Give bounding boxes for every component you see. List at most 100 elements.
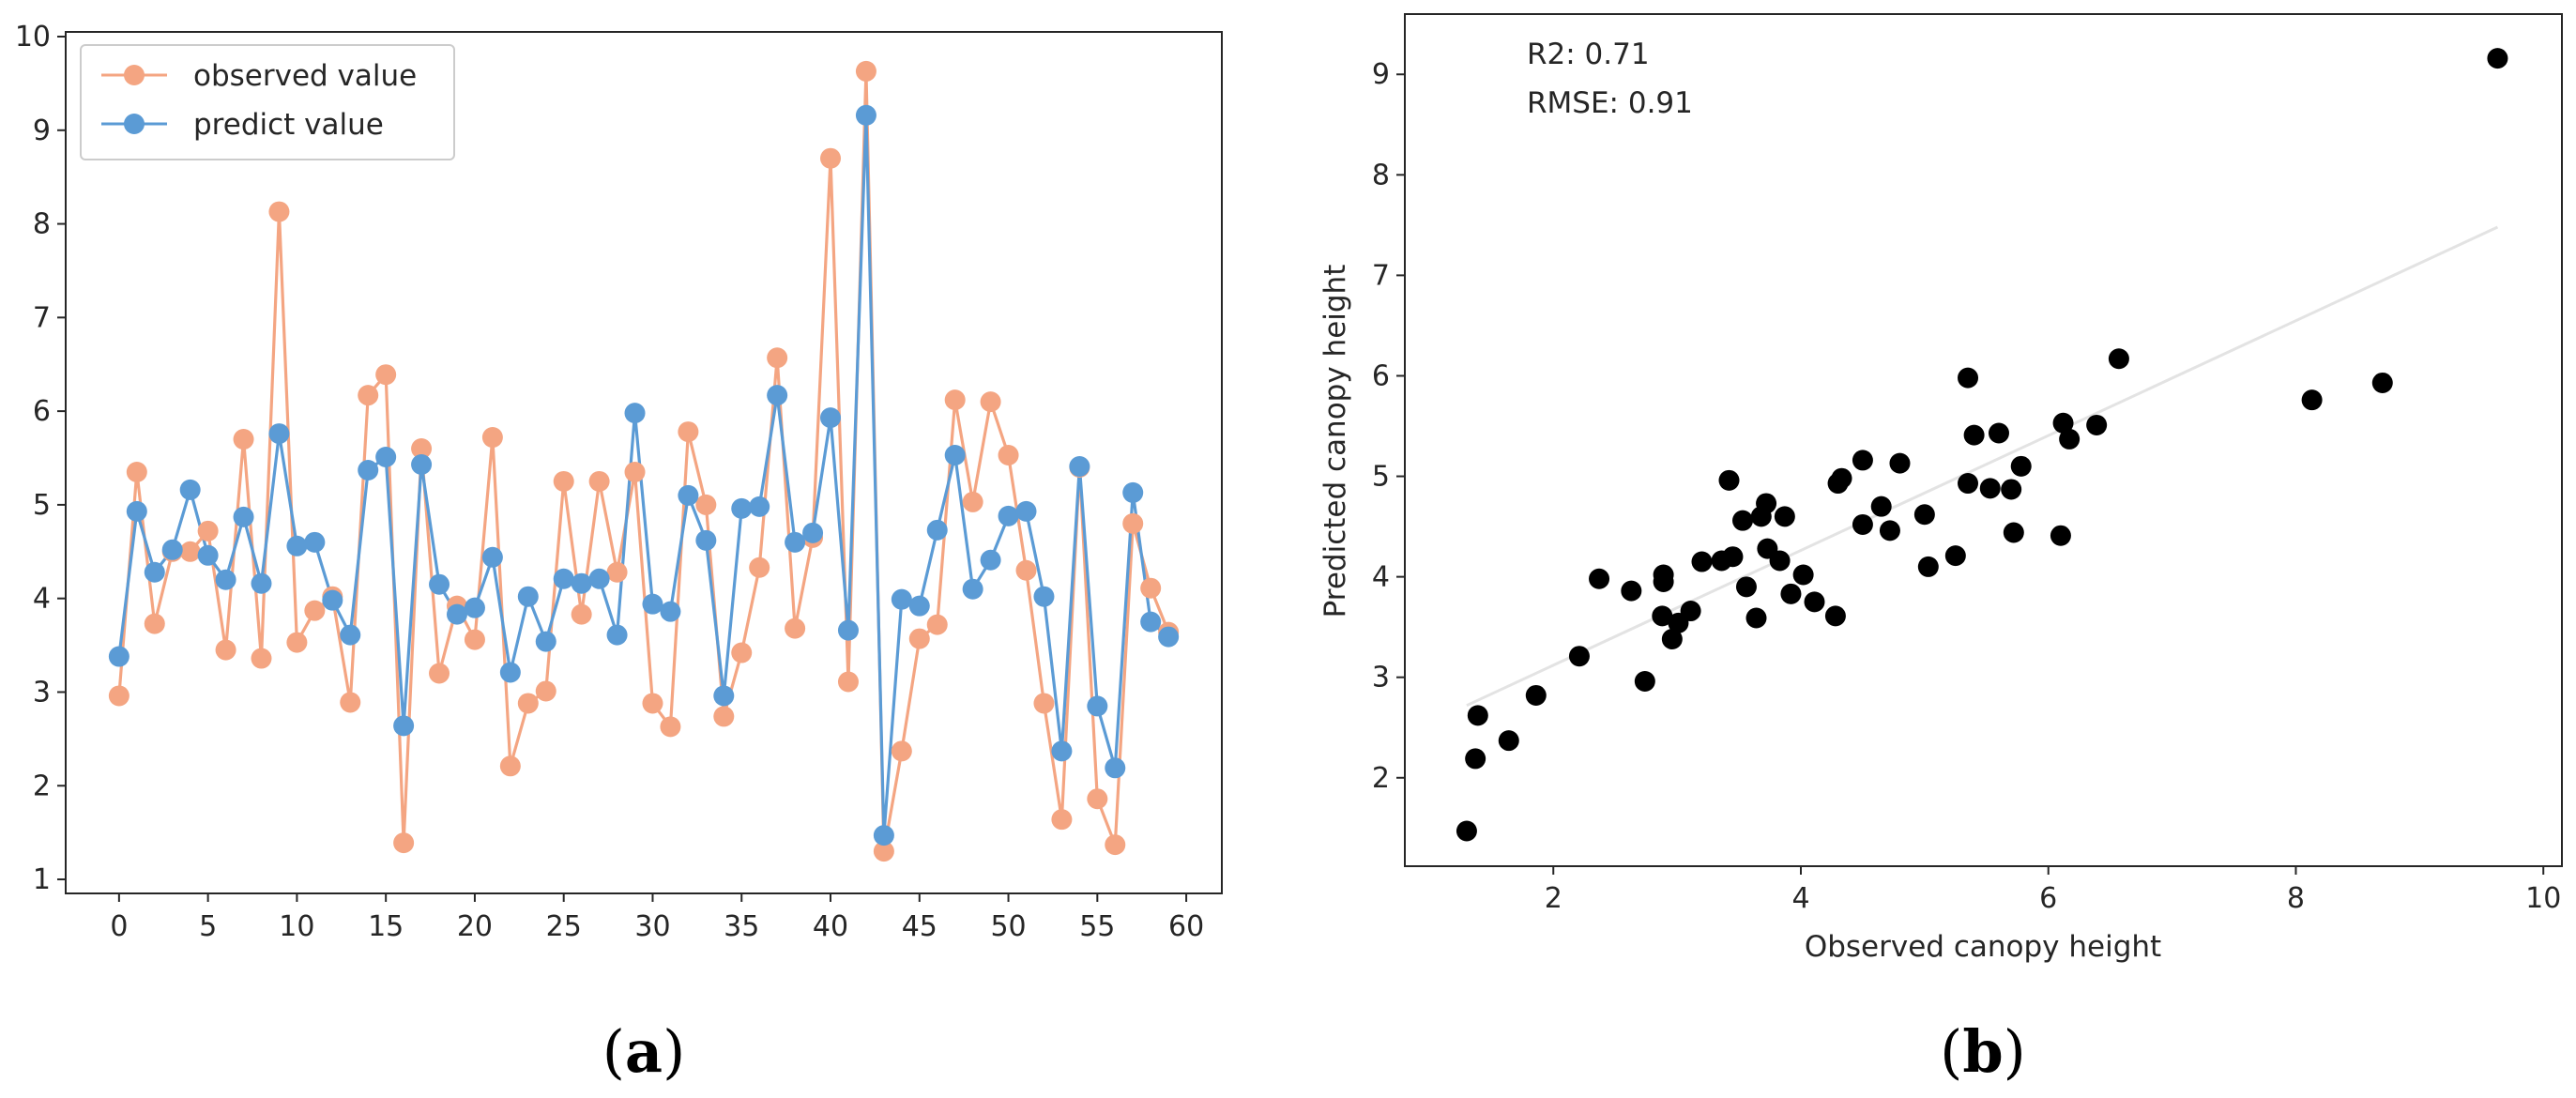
scatter-point — [1831, 467, 1852, 489]
predict-value-point — [660, 601, 681, 622]
y-tick-label: 9 — [1372, 58, 1390, 91]
predict-value-point — [588, 568, 610, 589]
y-tick-label: 5 — [33, 489, 51, 522]
observed-value-point — [571, 603, 592, 625]
predict-value-point — [837, 619, 859, 641]
predict-value-point — [286, 535, 308, 557]
predict-value-point — [749, 496, 770, 517]
x-tick-label: 45 — [902, 910, 937, 943]
predict-value-point — [695, 529, 717, 551]
predict-value-point — [499, 662, 521, 683]
scatter-point — [2001, 479, 2022, 500]
predict-value-point — [393, 715, 415, 737]
observed-value-point — [251, 648, 272, 669]
scatter-x-axis-label: Observed canopy height — [1805, 930, 2161, 964]
predict-value-point — [944, 445, 966, 466]
predict-value-point — [571, 572, 592, 594]
x-tick-label: 30 — [634, 910, 670, 943]
predict-value-point — [998, 505, 1019, 526]
predict-value-point — [429, 573, 450, 595]
scatter-point — [1525, 684, 1547, 706]
predict-value-point — [197, 544, 219, 566]
scatter-point — [1718, 469, 1740, 491]
predict-value-point — [268, 423, 290, 445]
predict-value-point — [108, 646, 130, 667]
predict-value-point — [1087, 695, 1108, 717]
observed-value-point — [179, 541, 201, 562]
observed-value-point — [464, 629, 485, 650]
predict-value-point — [1051, 740, 1073, 762]
scatter-point — [2108, 348, 2129, 370]
observed-value-point — [642, 693, 663, 714]
predict-value-point — [535, 631, 556, 652]
x-tick-label: 55 — [1079, 910, 1115, 943]
observed-value-point — [517, 693, 539, 714]
scatter-point — [1824, 605, 1846, 627]
scatter-point — [1735, 576, 1757, 598]
y-tick-label: 7 — [1372, 259, 1390, 292]
predict-value-point — [855, 104, 876, 126]
scatter-point — [2086, 414, 2108, 435]
observed-value-point — [624, 461, 646, 482]
legend-box — [80, 44, 455, 160]
observed-value-point — [375, 364, 397, 386]
rmse-annotation: RMSE: 0.91 — [1527, 86, 1693, 120]
observed-value-point — [1105, 834, 1126, 856]
observed-value-point — [588, 470, 610, 492]
y-tick-label: 9 — [33, 114, 51, 147]
predict-value-point — [161, 539, 183, 560]
predict-value-point — [1015, 500, 1037, 522]
scatter-chart-panel: 2 3 4 5 6 7 8 9 2 4 6 8 10 R2: 0.71 RMSE: 0.91 Obse… — [1318, 13, 2563, 964]
predict-value-point — [517, 586, 539, 607]
observed-value-point — [1087, 788, 1108, 810]
scatter-point — [1589, 568, 1610, 589]
observed-value-point — [286, 632, 308, 653]
observed-value-point — [837, 671, 859, 693]
x-tick-label: 8 — [2287, 882, 2305, 915]
observed-value-point — [197, 520, 219, 541]
observed-value-point — [233, 429, 254, 450]
predict-value-point — [358, 459, 379, 480]
observed-value-point — [411, 438, 433, 460]
scatter-point — [1621, 580, 1642, 602]
predict-value-point — [678, 484, 699, 506]
scatter-point — [1963, 424, 1985, 446]
observed-value-point — [962, 491, 983, 512]
y-tick-label: 3 — [33, 676, 51, 709]
predict-value-point — [1105, 757, 1126, 779]
scatter-point — [2052, 412, 2074, 434]
predict-value-point — [126, 500, 147, 522]
scatter-point — [1634, 670, 1655, 692]
predict-value-point — [481, 546, 503, 568]
scatter-point — [2301, 389, 2323, 411]
y-tick-label: 3 — [1372, 662, 1390, 694]
predict-value-point — [179, 479, 201, 500]
line-chart-y-axis: 1 2 3 4 5 6 7 8 9 10 — [15, 21, 66, 896]
x-tick-label: 10 — [2525, 882, 2561, 915]
predict-value-point — [926, 519, 948, 541]
line-chart-plot-area — [65, 31, 1223, 894]
scatter-point — [1732, 510, 1754, 531]
observed-value-point — [678, 421, 699, 443]
x-tick-label: 15 — [368, 910, 404, 943]
observed-value-point — [1033, 693, 1055, 714]
predict-value-point — [553, 568, 574, 589]
predict-value-point — [233, 506, 254, 527]
observed-value-point — [855, 60, 876, 82]
y-tick-label: 2 — [1372, 762, 1390, 795]
scatter-point — [1456, 820, 1477, 842]
observed-value-point — [108, 685, 130, 707]
predict-value-point — [767, 385, 788, 406]
observed-value-point — [749, 557, 770, 578]
predict-value-point — [873, 825, 894, 846]
y-tick-label: 4 — [33, 583, 51, 616]
scatter-point — [2010, 455, 2032, 477]
x-tick-label: 0 — [110, 910, 128, 943]
observed-value-point — [695, 494, 717, 515]
observed-value-point — [606, 561, 628, 583]
scatter-point — [1958, 367, 1979, 389]
observed-value-point — [980, 391, 1001, 413]
observed-value-point — [767, 347, 788, 369]
